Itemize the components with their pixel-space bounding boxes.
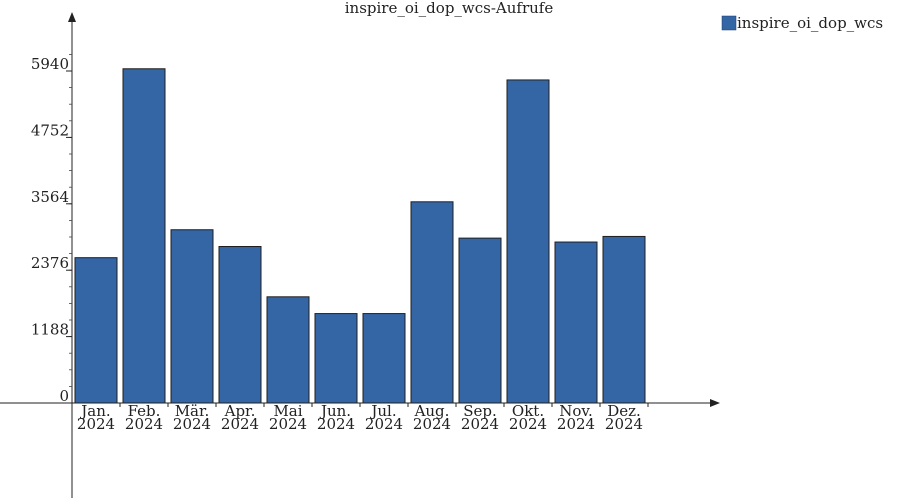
x-tick-label: Nov. 2024 <box>557 402 595 433</box>
x-tick-label: Jun. 2024 <box>317 402 355 433</box>
x-tick-label: Aug. 2024 <box>413 402 451 433</box>
y-tick-label: 5940 <box>31 55 69 73</box>
x-tick-label: Mär. 2024 <box>173 402 211 433</box>
bar <box>458 237 502 404</box>
y-ticks: 0 1188 2376 3564 4752 5940 <box>31 55 72 405</box>
x-tick-label: Apr. 2024 <box>221 402 259 433</box>
x-tick-label: Okt. 2024 <box>509 402 547 433</box>
bar <box>74 257 118 404</box>
bar <box>362 313 406 404</box>
bar <box>122 68 166 404</box>
y-tick-label: 1188 <box>31 321 69 339</box>
bar <box>506 79 550 404</box>
bar <box>602 235 646 404</box>
x-tick-label: Jan. 2024 <box>77 402 115 433</box>
x-tick-label: Sep. 2024 <box>461 402 499 433</box>
x-tick-label: Dez. 2024 <box>605 402 643 433</box>
y-tick-label: 2376 <box>31 254 69 272</box>
bar <box>554 241 598 404</box>
chart-title: inspire_oi_dop_wcs-Aufrufe <box>345 0 554 17</box>
x-axis-arrow <box>710 399 720 407</box>
y-tick-label: 3564 <box>31 188 69 206</box>
bar <box>410 201 454 404</box>
y-axis-arrow <box>68 12 76 22</box>
bar <box>170 229 214 404</box>
x-tick-label: Mai 2024 <box>269 402 307 433</box>
x-tick-label: Feb. 2024 <box>125 402 163 433</box>
bar <box>314 313 358 404</box>
bars <box>74 68 646 404</box>
legend-label: inspire_oi_dop_wcs <box>737 14 883 32</box>
legend-swatch <box>721 15 737 31</box>
bar <box>218 246 262 404</box>
y-tick-label: 4752 <box>31 121 69 139</box>
bar <box>266 296 310 404</box>
x-ticks: Jan. 2024 Feb. 2024 Mär. 2024 Apr. 2024 Mai 2024 J… <box>71 402 649 433</box>
y-tick-label: 0 <box>59 387 69 405</box>
legend: inspire_oi_dop_wcs <box>721 14 883 32</box>
x-tick-label: Jul. 2024 <box>365 402 403 433</box>
